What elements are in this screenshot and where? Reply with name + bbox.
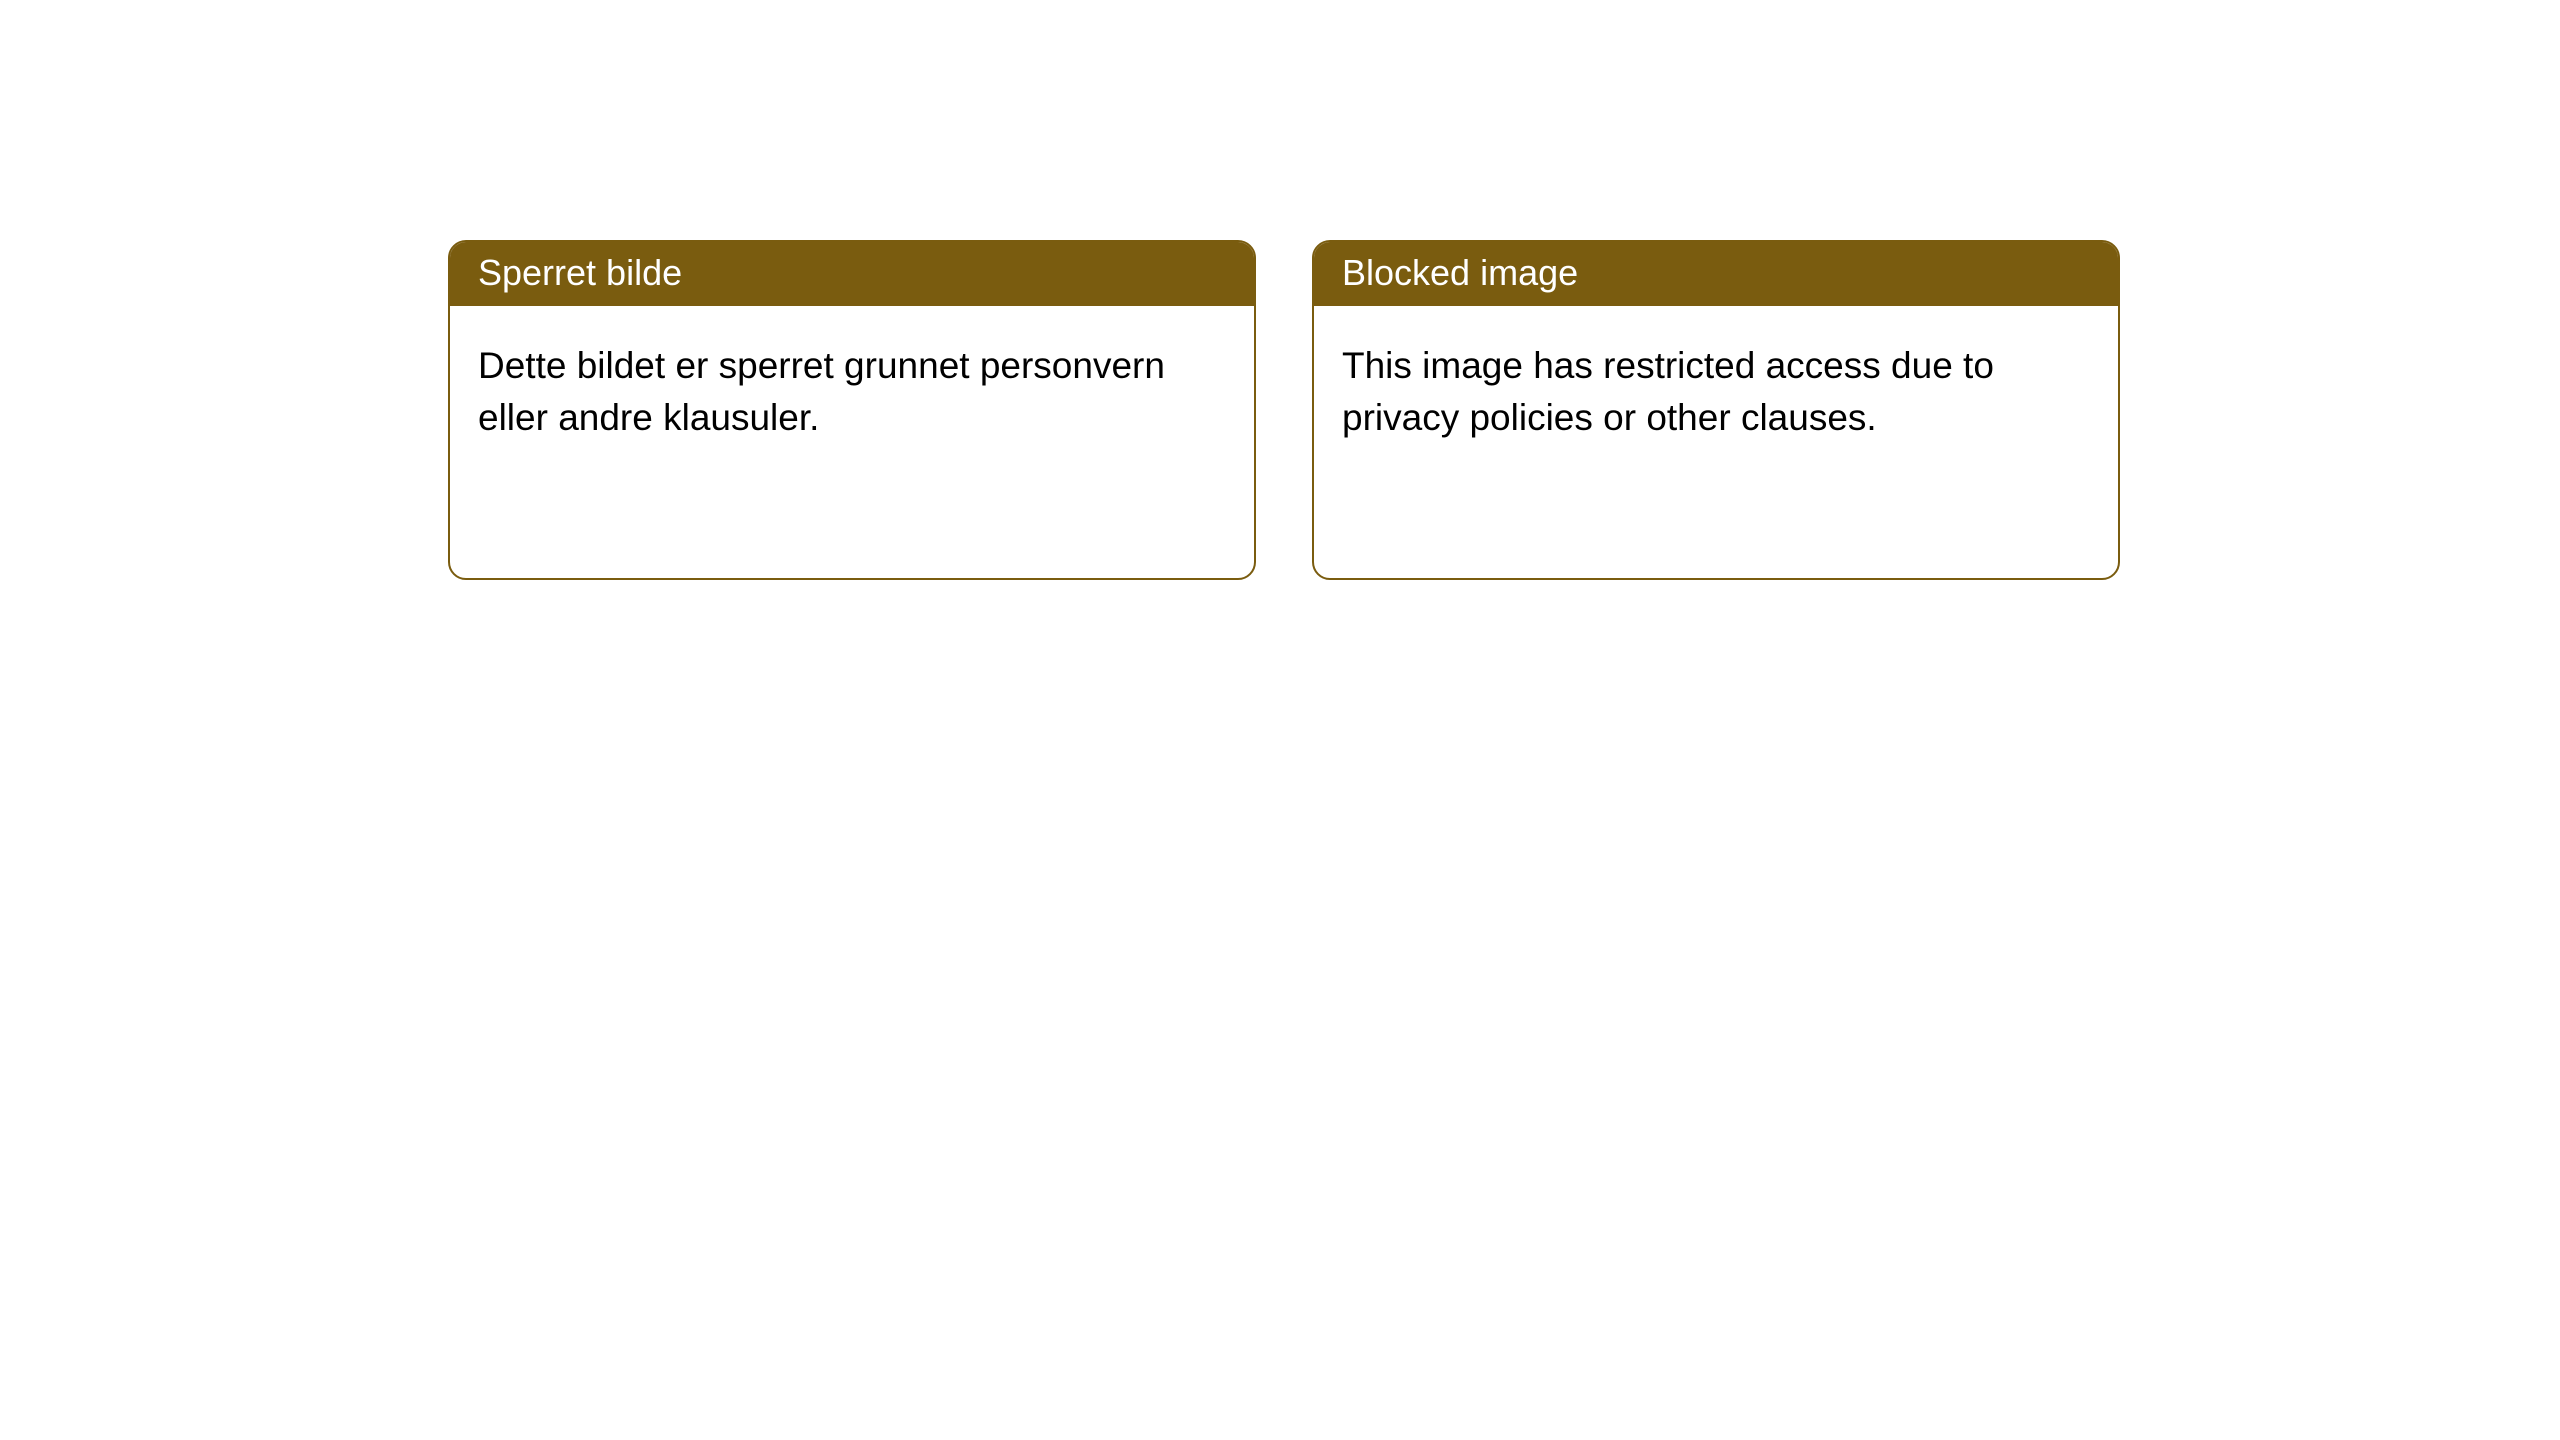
notice-card-norwegian: Sperret bilde Dette bildet er sperret gr… [448, 240, 1256, 580]
notice-body-english: This image has restricted access due to … [1314, 306, 2118, 578]
notice-body-norwegian: Dette bildet er sperret grunnet personve… [450, 306, 1254, 578]
notice-title-english: Blocked image [1314, 242, 2118, 306]
notice-card-english: Blocked image This image has restricted … [1312, 240, 2120, 580]
notice-container: Sperret bilde Dette bildet er sperret gr… [0, 0, 2560, 580]
notice-title-norwegian: Sperret bilde [450, 242, 1254, 306]
